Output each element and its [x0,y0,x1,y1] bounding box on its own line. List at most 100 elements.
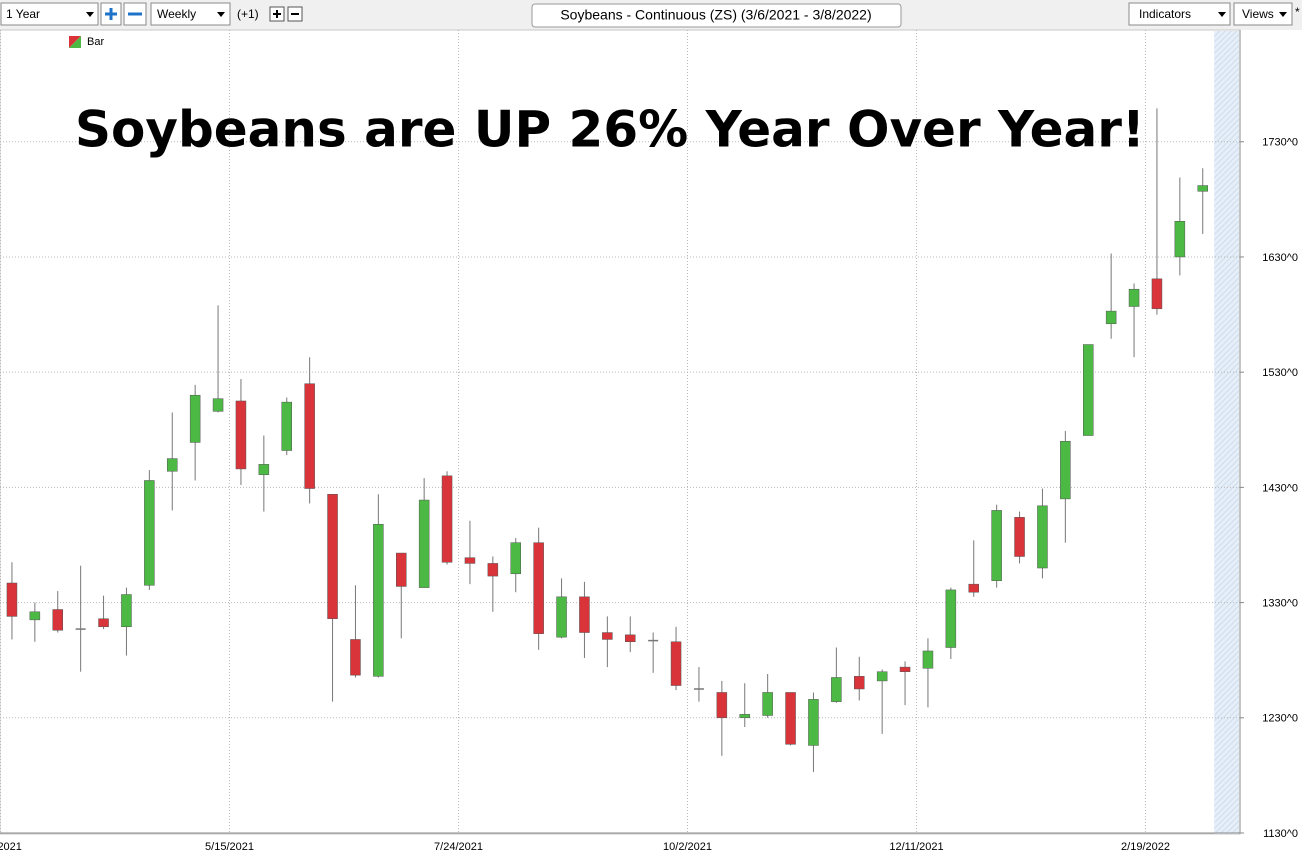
candle-body [487,563,499,577]
offset-minus[interactable] [287,6,303,22]
candle [75,565,86,672]
candle-body [418,499,430,588]
candle [144,470,155,590]
candle-body [1197,185,1208,192]
candle-body [304,383,315,489]
interval-text: Weekly [157,7,196,21]
candle-body [464,557,476,564]
candle-body [533,542,544,634]
candle-body [1014,517,1025,557]
candle-body [258,464,270,475]
candle [418,478,430,588]
candle [648,632,659,673]
candle [441,471,453,565]
candle-body [602,632,613,640]
candle-body [327,494,338,619]
candle [121,587,132,656]
candle [510,538,521,593]
candle-body [235,400,247,470]
candle [281,397,292,456]
candle-body [281,401,292,451]
plot-layer: 1130^0 1230^0 1330^0 1430^0 1530^0 1630^0 1730… [0,30,1298,853]
candle-body [831,677,842,702]
x-tick-label: 2/19/2022 [1121,841,1170,853]
x-tick-label: 10/2/2021 [663,841,712,853]
candle [464,520,476,585]
candle-body [167,458,178,472]
candle [876,669,888,734]
candle [98,595,109,630]
candle-body [98,618,109,628]
candle [327,494,338,702]
candle-body [121,594,132,628]
legend: Bar [69,36,104,48]
candle-body [808,699,819,746]
candle-body [189,394,201,443]
candle-body [29,611,41,621]
candle [212,305,224,413]
candle-body [716,692,728,719]
candle-body [579,596,590,633]
chart-title: Soybeans - Continuous (ZS) (3/6/2021 - 3… [560,7,871,23]
candle [487,556,499,612]
candle-body [373,523,384,677]
candle-body [396,552,407,587]
indicators-button[interactable]: Indicators [1128,2,1231,26]
future-area [1214,31,1239,834]
views-button[interactable]: Views [1233,2,1293,26]
candle [1105,253,1117,339]
y-tick-label: 1330^0 [1262,597,1298,609]
range-select[interactable]: 1 Year [0,2,99,26]
candle [258,435,270,512]
legend-label: Bar [87,36,104,48]
candle-body [922,650,934,669]
candle [556,578,567,639]
candle-body [510,542,521,575]
y-tick-label: 1530^0 [1262,367,1298,379]
candle [189,384,201,481]
candle-body [6,582,18,617]
candle [304,357,315,504]
candle-body [739,714,750,719]
candle [1174,177,1186,276]
candle [831,647,842,703]
candle-body [670,641,682,686]
candle-body [1128,288,1140,307]
zoom-out-button[interactable] [123,2,147,26]
candle-body [945,589,957,648]
candle-body [52,609,63,631]
offset-plus[interactable] [269,6,285,22]
zoom-in-button[interactable] [100,2,122,26]
candle-body [625,634,636,643]
candle [533,527,544,650]
candle-body [1105,310,1117,325]
interval-select[interactable]: Weekly [150,2,231,26]
candle [785,692,796,746]
annotation: Soybeans are UP 26% Year Over Year! [75,101,1145,159]
candle [693,667,704,702]
candle-body [899,666,911,672]
candle [762,674,773,718]
candle [1128,283,1140,358]
candle [350,585,361,678]
candle-body [854,676,865,690]
indicators-text: Indicators [1139,7,1191,21]
candle [945,587,957,660]
candle-body [1037,505,1048,569]
candle [1060,430,1071,543]
candle-body [212,398,224,412]
candle [968,540,979,597]
candle [396,552,407,639]
x-tick-label: 12/11/2021 [889,841,943,853]
candle [1083,344,1094,436]
candle-body [991,510,1002,581]
candle [808,692,819,772]
candle [716,680,728,756]
candle [670,626,682,691]
candle-body [785,692,796,745]
candle-body [144,480,155,586]
candle [1037,488,1048,579]
candle-body [350,639,361,676]
candle-body [968,583,979,593]
